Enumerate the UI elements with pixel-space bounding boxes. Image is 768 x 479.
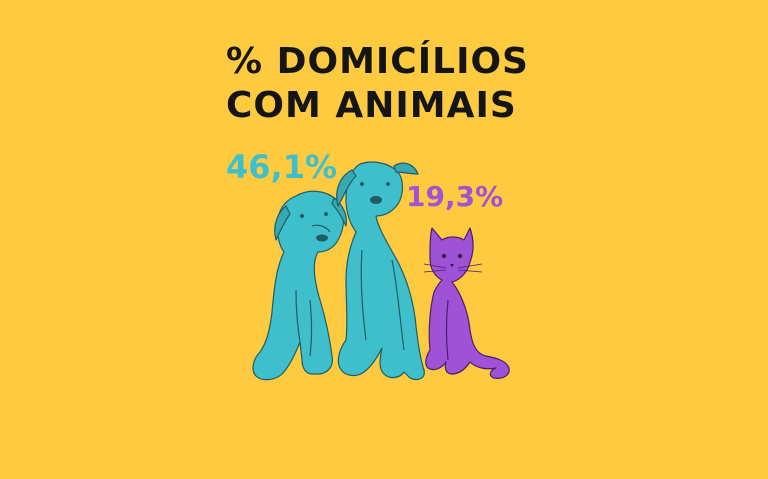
title-line-1: % DOMICÍLIOS (226, 41, 529, 82)
dogs-percentage: 46,1% (226, 148, 338, 186)
dog-illustration (336, 161, 425, 381)
cat-illustration (423, 227, 510, 379)
page-title: % DOMICÍLIOS COM ANIMAIS (226, 40, 529, 128)
title-line-2: COM ANIMAIS (226, 85, 517, 126)
cats-percentage: 19,3% (406, 180, 504, 213)
puppy-illustration (252, 190, 347, 381)
